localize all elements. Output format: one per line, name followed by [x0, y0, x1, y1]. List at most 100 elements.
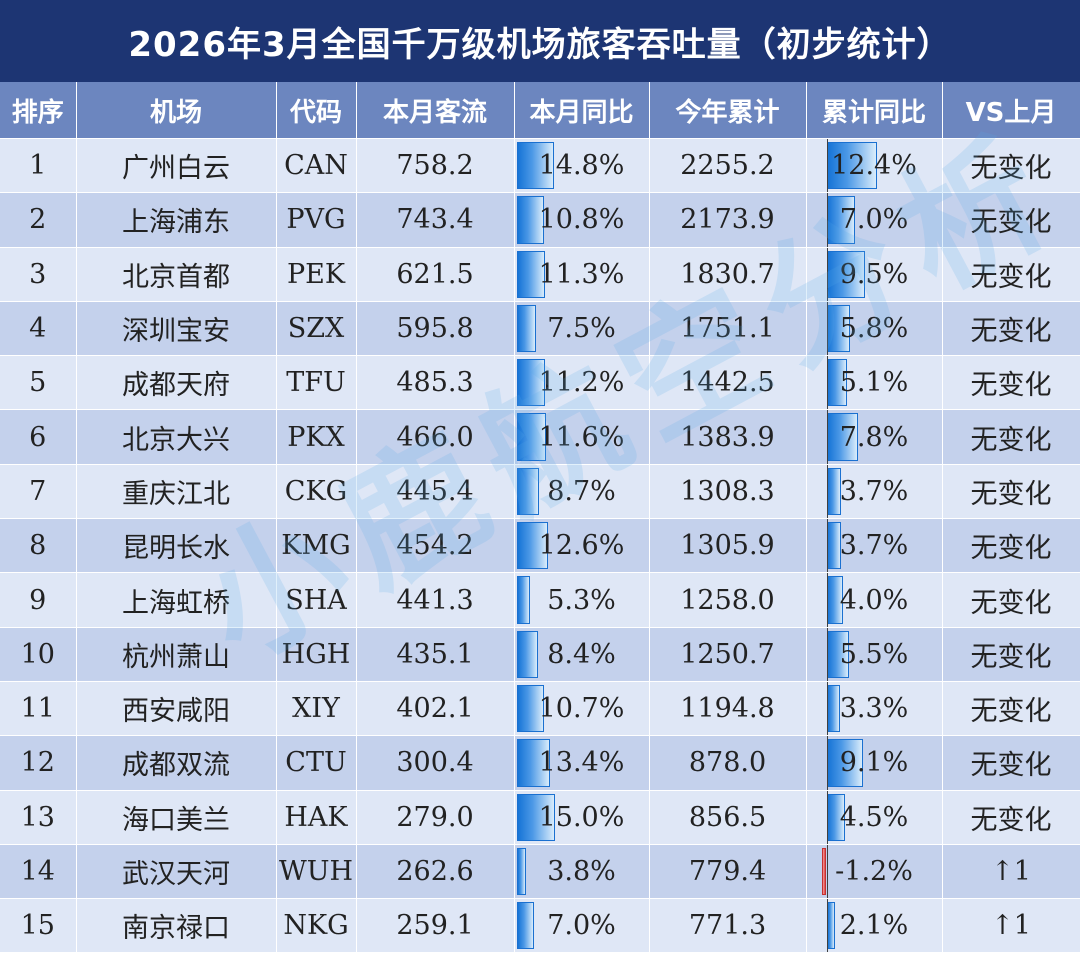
month-yoy-bar	[516, 413, 546, 461]
cell-rank: 11	[0, 681, 77, 737]
cell-vs-last-month: 无变化	[942, 464, 1080, 520]
month-yoy-label: 13.4%	[538, 747, 625, 779]
cell-month-yoy: 11.2%	[514, 355, 650, 411]
cell-vs-last-month: 无变化	[942, 735, 1080, 791]
cell-code: WUH	[276, 844, 357, 900]
ytd-yoy-label: 7.0%	[839, 204, 909, 236]
cell-airport: 北京大兴	[76, 409, 277, 465]
cell-airport: 广州白云	[76, 138, 277, 194]
cell-month-traffic: 595.8	[356, 301, 515, 357]
cell-code: HAK	[276, 790, 357, 845]
ytd-yoy-axis	[826, 247, 828, 301]
ytd-yoy-bar	[826, 902, 835, 950]
cell-code: PEK	[276, 247, 357, 302]
month-yoy-label: 15.0%	[538, 801, 625, 833]
cell-ytd-yoy: 4.5%	[806, 790, 943, 845]
month-yoy-label: 8.7%	[547, 475, 616, 507]
cell-rank: 5	[0, 355, 77, 411]
cell-rank: 13	[0, 790, 77, 845]
cell-rank: 3	[0, 247, 77, 302]
ytd-yoy-bar	[821, 847, 827, 896]
cell-month-yoy: 7.5%	[514, 301, 650, 357]
month-yoy-label: 3.8%	[547, 856, 616, 887]
header-code: 代码	[276, 82, 357, 139]
cell-month-yoy: 5.3%	[514, 572, 650, 628]
cell-ytd-total: 2173.9	[649, 192, 807, 248]
cell-airport: 武汉天河	[76, 844, 277, 900]
cell-ytd-yoy: 4.0%	[806, 572, 943, 628]
cell-ytd-total: 1383.9	[649, 409, 807, 465]
cell-code: SHA	[276, 572, 357, 628]
cell-ytd-yoy: 3.7%	[806, 518, 943, 574]
cell-vs-last-month: 无变化	[942, 301, 1080, 357]
cell-ytd-total: 1830.7	[649, 247, 807, 302]
ytd-yoy-label: 9.5%	[839, 258, 909, 290]
header-month-yoy: 本月同比	[514, 82, 650, 139]
cell-ytd-yoy: 3.7%	[806, 464, 943, 520]
cell-airport: 南京禄口	[76, 898, 277, 953]
month-yoy-label: 7.0%	[547, 910, 616, 942]
cell-month-yoy: 12.6%	[514, 518, 650, 574]
cell-code: SZX	[276, 301, 357, 357]
cell-month-traffic: 758.2	[356, 138, 515, 194]
page-title: 2026年3月全国千万级机场旅客吞吐量（初步统计）	[0, 0, 1080, 82]
cell-ytd-total: 771.3	[649, 898, 807, 953]
cell-month-traffic: 621.5	[356, 247, 515, 302]
cell-vs-last-month: 无变化	[942, 192, 1080, 248]
cell-vs-last-month: ↑1	[942, 844, 1080, 900]
cell-ytd-yoy: 5.8%	[806, 301, 943, 357]
cell-code: HGH	[276, 627, 357, 682]
month-yoy-label: 14.8%	[538, 150, 625, 182]
ytd-yoy-label: 9.1%	[839, 747, 909, 779]
table-row: 2 上海浦东 PVG 743.4 10.8% 2173.9 7.0% 无变化	[0, 192, 1080, 248]
cell-airport: 上海浦东	[76, 192, 277, 248]
cell-month-traffic: 441.3	[356, 572, 515, 628]
header-ytd-yoy: 累计同比	[806, 82, 943, 139]
cell-ytd-total: 1250.7	[649, 627, 807, 682]
ytd-yoy-axis	[826, 736, 828, 790]
cell-month-traffic: 300.4	[356, 735, 515, 791]
ytd-yoy-bar	[826, 684, 840, 733]
cell-airport: 北京首都	[76, 247, 277, 302]
header-airport: 机场	[76, 82, 277, 139]
cell-ytd-yoy: 9.1%	[806, 735, 943, 791]
cell-code: PVG	[276, 192, 357, 248]
ytd-yoy-label: -1.2%	[835, 856, 913, 887]
month-yoy-bar	[516, 250, 546, 298]
cell-vs-last-month: 无变化	[942, 138, 1080, 194]
cell-ytd-yoy: 3.3%	[806, 681, 943, 737]
month-yoy-label: 11.6%	[538, 421, 625, 453]
cell-vs-last-month: 无变化	[942, 681, 1080, 737]
cell-vs-last-month: 无变化	[942, 409, 1080, 465]
month-yoy-bar	[516, 359, 545, 407]
cell-rank: 6	[0, 409, 77, 465]
cell-month-traffic: 435.1	[356, 627, 515, 682]
ytd-yoy-label: 7.8%	[839, 421, 909, 453]
cell-airport: 成都天府	[76, 355, 277, 411]
cell-ytd-yoy: 2.1%	[806, 898, 943, 953]
table-row: 4 深圳宝安 SZX 595.8 7.5% 1751.1 5.8% 无变化	[0, 301, 1080, 357]
cell-ytd-total: 779.4	[649, 844, 807, 900]
header-rank: 排序	[0, 82, 77, 139]
cell-month-yoy: 7.0%	[514, 898, 650, 953]
cell-ytd-total: 856.5	[649, 790, 807, 845]
month-yoy-bar	[516, 196, 544, 244]
month-yoy-label: 8.4%	[547, 638, 616, 670]
table-row: 8 昆明长水 KMG 454.2 12.6% 1305.9 3.7% 无变化	[0, 518, 1080, 574]
month-yoy-bar	[516, 902, 535, 950]
cell-month-yoy: 3.8%	[514, 844, 650, 900]
cell-ytd-total: 878.0	[649, 735, 807, 791]
cell-rank: 10	[0, 627, 77, 682]
header-vs-last-month: VS上月	[942, 82, 1080, 139]
cell-rank: 1	[0, 138, 77, 194]
cell-month-yoy: 8.4%	[514, 627, 650, 682]
ytd-yoy-label: 4.0%	[839, 584, 909, 616]
ytd-yoy-axis	[826, 356, 828, 410]
table-row: 11 西安咸阳 XIY 402.1 10.7% 1194.8 3.3% 无变化	[0, 681, 1080, 737]
cell-ytd-total: 1751.1	[649, 301, 807, 357]
ytd-yoy-axis	[826, 573, 828, 627]
table-row: 1 广州白云 CAN 758.2 14.8% 2255.2 12.4% 无变化	[0, 138, 1080, 194]
cell-month-traffic: 262.6	[356, 844, 515, 900]
cell-code: XIY	[276, 681, 357, 737]
cell-rank: 9	[0, 572, 77, 628]
